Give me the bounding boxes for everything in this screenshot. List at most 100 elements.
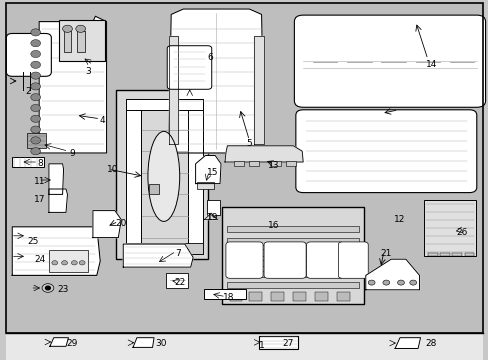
- Text: 17: 17: [34, 195, 46, 204]
- Bar: [196, 182, 213, 189]
- FancyBboxPatch shape: [6, 33, 51, 76]
- Polygon shape: [93, 211, 121, 238]
- Polygon shape: [365, 259, 419, 290]
- Bar: [59, 20, 105, 61]
- Text: 2: 2: [25, 87, 31, 96]
- Text: 29: 29: [66, 339, 78, 348]
- Polygon shape: [254, 36, 264, 144]
- Bar: [49, 250, 88, 272]
- Bar: [222, 207, 364, 304]
- Text: 8: 8: [37, 159, 43, 168]
- Bar: [259, 336, 298, 349]
- Polygon shape: [168, 36, 178, 144]
- Text: 15: 15: [206, 168, 218, 177]
- Text: 16: 16: [267, 220, 279, 230]
- Bar: [227, 238, 359, 245]
- Bar: [204, 289, 245, 299]
- Text: 26: 26: [455, 228, 467, 237]
- Text: 9: 9: [69, 149, 75, 158]
- Bar: [126, 99, 203, 110]
- Text: 20: 20: [115, 219, 127, 228]
- Bar: [149, 184, 159, 194]
- Bar: [207, 200, 219, 215]
- Text: 27: 27: [282, 339, 294, 348]
- Text: 11: 11: [34, 177, 46, 186]
- Bar: [427, 253, 437, 256]
- Circle shape: [31, 72, 41, 79]
- Polygon shape: [50, 338, 68, 346]
- Ellipse shape: [148, 131, 180, 221]
- Bar: [227, 249, 359, 256]
- Bar: [12, 157, 44, 167]
- Bar: [249, 161, 259, 166]
- Text: 18: 18: [223, 292, 234, 302]
- Circle shape: [52, 261, 58, 265]
- Bar: [451, 253, 461, 256]
- Text: 21: 21: [380, 249, 391, 258]
- Circle shape: [397, 280, 404, 285]
- Circle shape: [31, 29, 41, 36]
- Circle shape: [31, 104, 41, 112]
- Bar: [337, 292, 349, 301]
- Polygon shape: [39, 16, 106, 153]
- Circle shape: [31, 40, 41, 47]
- Bar: [227, 271, 359, 277]
- Polygon shape: [195, 156, 221, 184]
- Text: 3: 3: [85, 68, 91, 77]
- Polygon shape: [133, 338, 154, 347]
- Text: 6: 6: [207, 53, 213, 62]
- Text: 22: 22: [174, 278, 185, 287]
- Text: 1: 1: [258, 341, 264, 350]
- Bar: [293, 292, 305, 301]
- Bar: [126, 99, 141, 254]
- Polygon shape: [168, 9, 264, 153]
- Bar: [63, 31, 71, 52]
- Circle shape: [61, 261, 67, 265]
- Bar: [227, 282, 359, 288]
- Bar: [271, 161, 281, 166]
- Circle shape: [42, 284, 54, 292]
- Bar: [27, 133, 46, 148]
- Bar: [116, 90, 208, 259]
- FancyBboxPatch shape: [295, 110, 476, 193]
- Text: 10: 10: [106, 165, 118, 174]
- Bar: [188, 99, 203, 254]
- Polygon shape: [12, 227, 100, 275]
- Circle shape: [31, 115, 41, 122]
- Text: 24: 24: [34, 255, 46, 264]
- Circle shape: [409, 280, 416, 285]
- Circle shape: [62, 25, 72, 32]
- FancyBboxPatch shape: [338, 242, 367, 278]
- Bar: [285, 161, 295, 166]
- FancyBboxPatch shape: [167, 46, 211, 89]
- Circle shape: [79, 261, 85, 265]
- Text: 7: 7: [175, 249, 181, 258]
- Text: 13: 13: [267, 161, 279, 170]
- Circle shape: [45, 286, 50, 290]
- Bar: [6, 333, 482, 360]
- Text: 28: 28: [425, 339, 436, 348]
- Circle shape: [367, 280, 374, 285]
- Text: 14: 14: [425, 60, 436, 69]
- Bar: [249, 292, 261, 301]
- Bar: [229, 292, 242, 301]
- Bar: [271, 292, 283, 301]
- Circle shape: [31, 61, 41, 68]
- FancyBboxPatch shape: [225, 242, 263, 278]
- Polygon shape: [49, 164, 63, 194]
- FancyBboxPatch shape: [306, 242, 343, 278]
- Circle shape: [31, 50, 41, 58]
- Text: 30: 30: [155, 339, 167, 348]
- Bar: [439, 253, 449, 256]
- Bar: [233, 161, 243, 166]
- Bar: [77, 31, 84, 52]
- Circle shape: [31, 126, 41, 133]
- Polygon shape: [394, 338, 420, 348]
- Circle shape: [76, 25, 85, 32]
- Circle shape: [71, 261, 77, 265]
- Polygon shape: [204, 213, 217, 220]
- Text: 5: 5: [246, 139, 252, 148]
- Bar: [315, 292, 327, 301]
- FancyBboxPatch shape: [294, 15, 485, 107]
- Circle shape: [31, 83, 41, 90]
